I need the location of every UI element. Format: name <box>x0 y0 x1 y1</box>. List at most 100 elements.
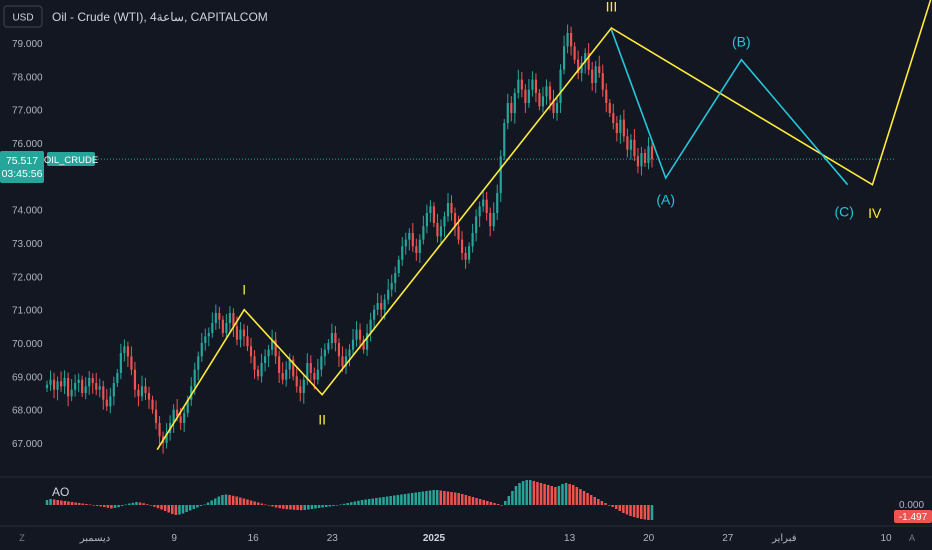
candle-body <box>587 53 590 70</box>
currency-button[interactable]: USD <box>3 5 43 28</box>
ao-bar <box>228 495 231 505</box>
ao-bar <box>120 505 124 506</box>
ao-bar <box>478 499 482 505</box>
candle-body <box>373 309 376 320</box>
candle-body <box>408 233 411 240</box>
ao-bar <box>292 505 296 510</box>
candle-body <box>320 356 323 370</box>
ao-bar <box>246 499 249 505</box>
timezone-icon[interactable]: Z <box>19 533 25 543</box>
ao-bar <box>214 498 217 505</box>
ao-bar <box>503 501 507 505</box>
candle-body <box>548 86 552 100</box>
candle-body <box>496 193 499 213</box>
candle-body <box>183 413 186 423</box>
candle-body <box>172 409 175 423</box>
candle-body <box>626 136 629 150</box>
ao-bar <box>321 505 324 508</box>
ao-bar <box>346 503 349 505</box>
time-axis[interactable]: ديسمبر 9 16 23 2025 13 20 27 فبراير 10 <box>79 533 892 544</box>
candle-body <box>647 146 650 163</box>
ao-bar <box>185 505 188 512</box>
ao-bar <box>564 483 568 505</box>
y-tick-label: 71.000 <box>12 306 43 317</box>
candle-body <box>278 356 281 373</box>
candle-body <box>439 226 443 237</box>
ao-bar <box>335 505 339 506</box>
ao-bar <box>278 505 281 509</box>
candle-body <box>446 203 450 217</box>
ao-bar <box>593 497 596 505</box>
price-tag-bg <box>0 151 44 183</box>
ao-bar <box>607 505 611 506</box>
y-tick-label: 76.000 <box>12 139 43 150</box>
currency-button-bg[interactable] <box>3 5 43 28</box>
candle-body <box>151 399 154 410</box>
ao-bar <box>557 486 561 505</box>
candle-body <box>200 343 203 357</box>
candle-body <box>636 156 640 167</box>
candle-body <box>538 93 541 107</box>
ao-bar <box>561 484 564 505</box>
candle-body <box>365 333 369 350</box>
ao-value-tag <box>894 510 932 523</box>
candle-body <box>207 333 210 337</box>
candle-body <box>401 246 404 260</box>
ao-bar <box>511 491 514 505</box>
candle-body <box>84 386 87 393</box>
ao-bar <box>324 505 328 507</box>
ao-bar <box>196 505 199 508</box>
ao-bar <box>568 484 571 505</box>
currency-button-label[interactable]: USD <box>12 13 33 24</box>
ao-bar <box>507 496 511 505</box>
price-tag: 75.517 03:45:56 <box>0 151 44 183</box>
ao-bar <box>571 485 575 505</box>
ao-bar <box>443 491 446 505</box>
ao-bar <box>543 484 546 505</box>
ao-bar <box>224 494 228 505</box>
timezone-button[interactable]: Z <box>19 533 25 543</box>
symbol-tag-bg <box>47 152 95 166</box>
candle-body <box>418 239 421 253</box>
candle-body <box>249 346 253 357</box>
candle-body <box>302 379 305 393</box>
candle-body <box>88 378 91 387</box>
candle-body <box>485 199 488 213</box>
candle-body <box>394 273 397 283</box>
candle-body <box>137 389 140 397</box>
candle-body <box>218 313 221 320</box>
ao-bar <box>103 505 106 507</box>
candle-body <box>482 199 485 207</box>
candle-body <box>193 369 196 387</box>
ao-bar <box>367 499 371 505</box>
candle-body <box>552 99 555 113</box>
ao-bar <box>350 502 353 505</box>
candle-body <box>77 379 80 383</box>
candle-body <box>63 378 66 387</box>
auto-scale-button[interactable]: A <box>909 533 915 543</box>
ao-bar <box>160 505 163 510</box>
y-tick-label: 67.000 <box>12 439 43 450</box>
ao-bar <box>274 505 278 508</box>
ao-bar <box>149 505 153 506</box>
candle-body <box>457 226 460 240</box>
ao-bar <box>428 490 432 505</box>
y-tick-label: 69.000 <box>12 372 43 383</box>
y-tick-label: 70.000 <box>12 339 43 350</box>
ao-bar <box>314 505 317 509</box>
wave-label: (A) <box>656 192 675 208</box>
wave-label: III <box>606 0 618 14</box>
candle-body <box>263 356 267 363</box>
ao-bar <box>532 481 536 505</box>
ao-bar <box>464 495 468 505</box>
ao-bar <box>500 505 503 506</box>
ao-bar <box>600 501 604 505</box>
candle-body <box>158 423 161 437</box>
candle-body <box>235 326 239 340</box>
ao-bar <box>360 500 364 505</box>
candle-body <box>81 379 84 393</box>
wave-label: (C) <box>834 203 853 219</box>
auto-scale-icon[interactable]: A <box>909 533 915 543</box>
price-axis[interactable]: 79.00078.00077.00076.00075.00074.00073.0… <box>12 39 43 450</box>
